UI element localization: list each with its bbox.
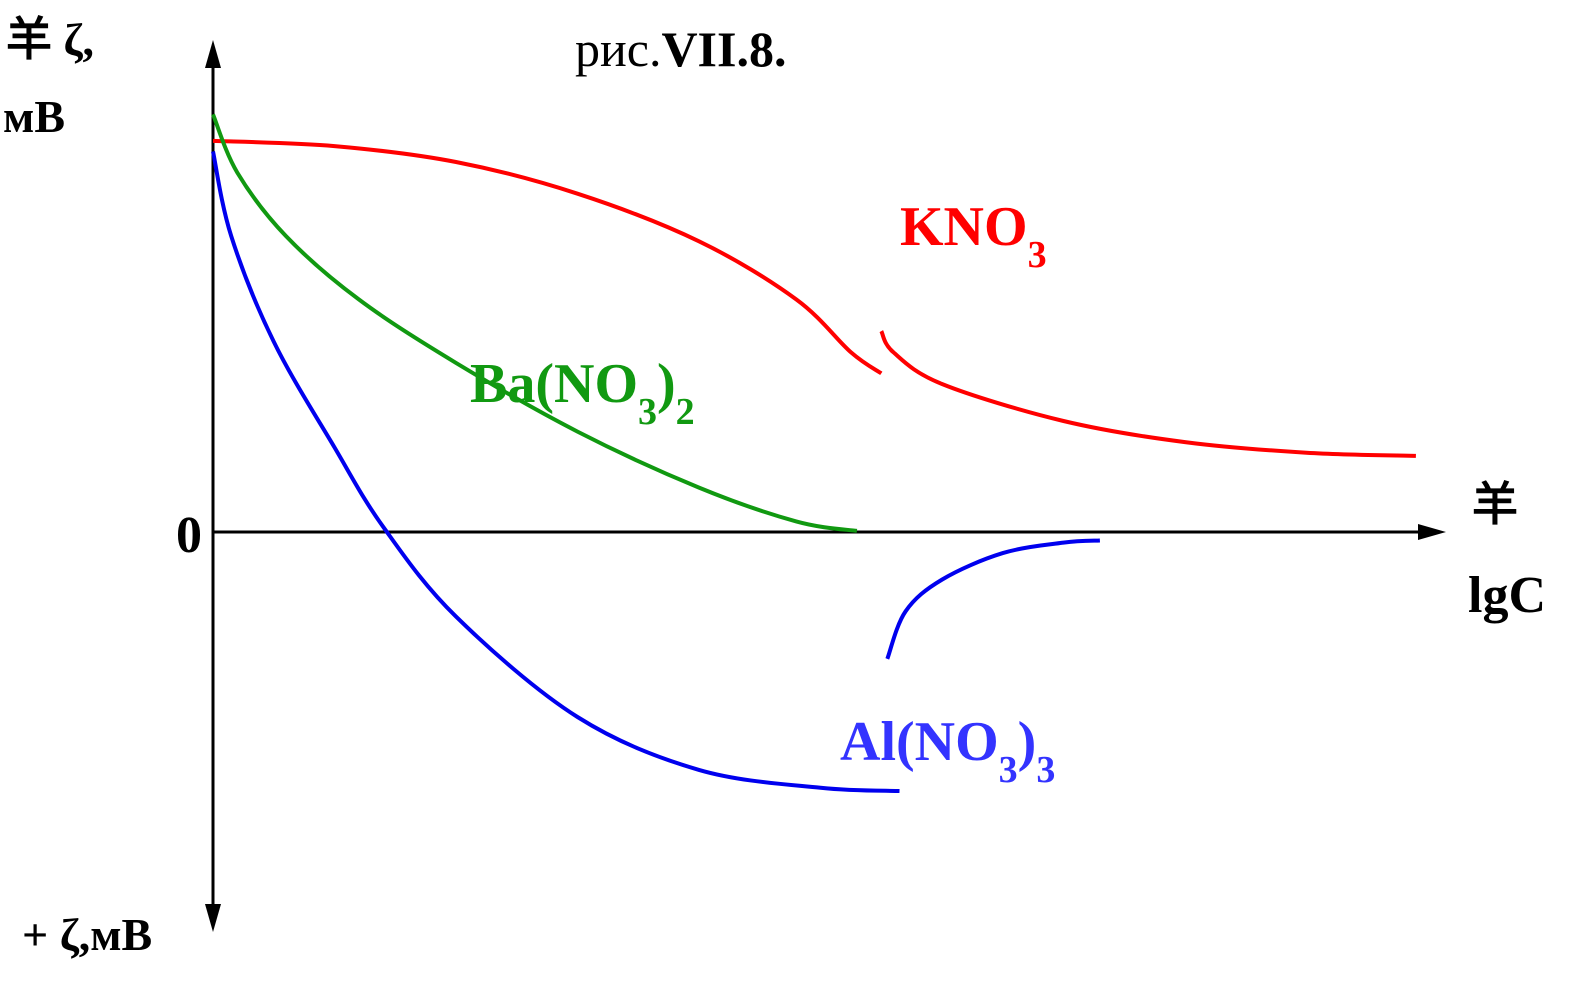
series-0-curve-0 bbox=[212, 138, 883, 376]
series-2-curve-1 bbox=[885, 538, 1100, 660]
series-0-curve-1 bbox=[879, 330, 1416, 458]
y-axis-label-top-line2: мВ bbox=[3, 91, 65, 142]
x-axis-label-line2: lgC bbox=[1468, 567, 1546, 624]
series-label-al-no3-3: Al(NO3)3 bbox=[840, 711, 1055, 791]
series-layer bbox=[211, 113, 1416, 793]
series-label-kno3: KNO3 bbox=[900, 196, 1047, 276]
y-axis-label-bottom: + ζ,мВ bbox=[22, 909, 152, 960]
y-axis-label-top-line1: 羊 ζ, bbox=[6, 14, 94, 65]
x-axis-label-line1: 羊 bbox=[1472, 479, 1518, 530]
title-number: VII.8. bbox=[661, 21, 786, 77]
x-axis-arrow bbox=[1418, 524, 1446, 540]
y-axis-arrow-bottom bbox=[205, 904, 221, 932]
chart-title: рис.VII.8. bbox=[575, 21, 786, 77]
series-label-ba-no3-2: Ba(NO3)2 bbox=[470, 353, 695, 433]
series-2-curve-0 bbox=[211, 150, 900, 793]
origin-label: 0 bbox=[176, 507, 202, 564]
y-axis-arrow-top bbox=[205, 40, 221, 68]
title-prefix: рис. bbox=[575, 21, 661, 77]
series-1-curve-0 bbox=[211, 113, 858, 533]
